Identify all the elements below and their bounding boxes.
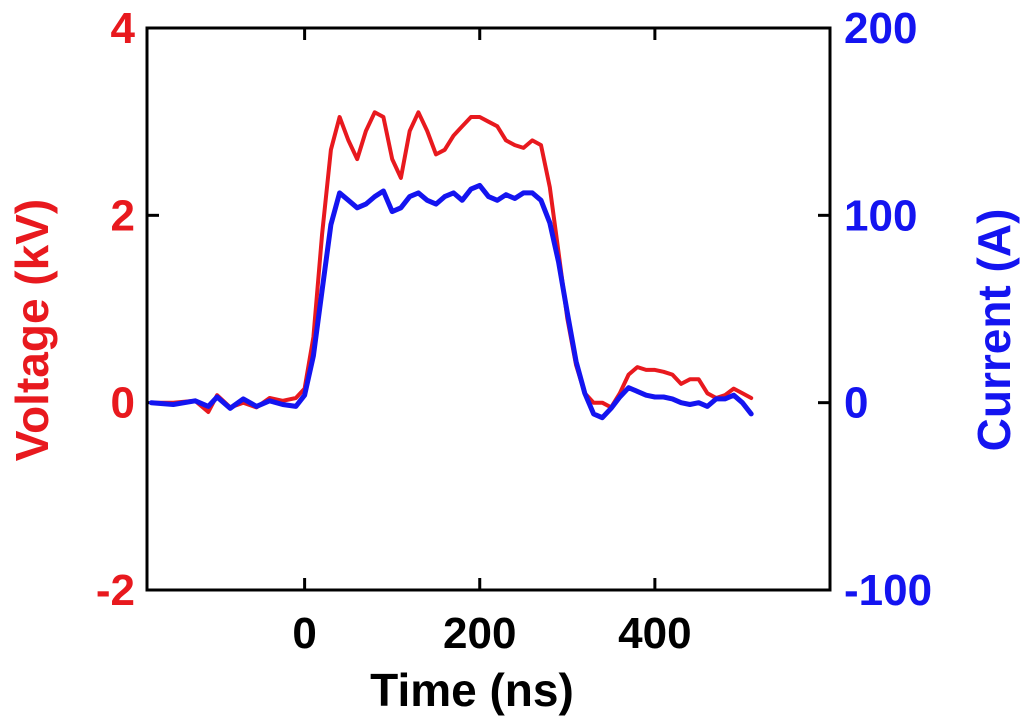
- x-tick-label: 200: [443, 609, 516, 658]
- plot-area: [145, 26, 832, 592]
- y-left-tick-label: -2: [96, 566, 135, 615]
- y-right-tick-label: 0: [844, 379, 868, 428]
- series-group: [148, 110, 754, 421]
- y-right-tick-label: 200: [844, 4, 917, 53]
- y-left-tick-label: 4: [111, 4, 136, 53]
- voltage-series-line: [149, 110, 754, 414]
- y-right-axis-title: Current (A): [968, 209, 1020, 452]
- x-axis-title: Time (ns): [370, 664, 574, 716]
- y-right-tick-label: 100: [844, 191, 917, 240]
- y-right-tick-label: -100: [844, 566, 932, 615]
- x-tick-label: 0: [292, 609, 316, 658]
- y-left-tick-label: 2: [111, 191, 135, 240]
- current-series-line: [148, 182, 754, 421]
- tick-group: -2 0 2 4 -100 0 100 200 0 200 400: [96, 4, 932, 658]
- x-tick-label: 400: [618, 609, 691, 658]
- y-left-tick-label: 0: [111, 379, 135, 428]
- y-left-axis-title: Voltage (kV): [6, 199, 58, 461]
